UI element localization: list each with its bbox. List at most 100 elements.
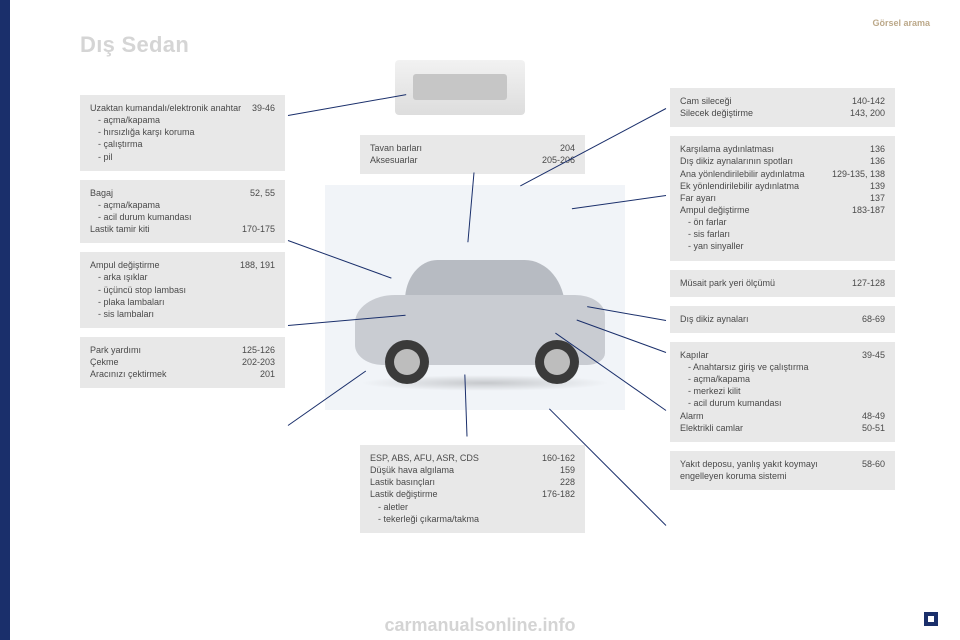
- info-row: Bagaj 52, 55: [90, 187, 275, 199]
- info-box: Ampul değiştirme 188, 191arka ışıklarüçü…: [80, 252, 285, 328]
- info-box: Karşılama aydınlatması 136 Dış dikiz ayn…: [670, 136, 895, 260]
- info-row: Far ayarı 137: [680, 192, 885, 204]
- info-row: Müsait park yeri ölçümü 127-128: [680, 277, 885, 289]
- info-label: Elektrikli camlar: [680, 422, 854, 434]
- page-ref: 176-182: [534, 488, 575, 500]
- info-subitem: yan sinyaller: [680, 240, 885, 252]
- page-ref: 52, 55: [242, 187, 275, 199]
- info-label: Far ayarı: [680, 192, 862, 204]
- info-label: Ampul değiştirme: [90, 259, 232, 271]
- page-ref: 201: [252, 368, 275, 380]
- info-row: Ek yönlendirilebilir aydınlatma 139: [680, 180, 885, 192]
- info-row: Lastik tamir kiti 170-175: [90, 223, 275, 235]
- page-ref: 188, 191: [232, 259, 275, 271]
- section-header: Görsel arama: [872, 18, 930, 28]
- info-label: Lastik basınçları: [370, 476, 552, 488]
- info-label: Dış dikiz aynaları: [680, 313, 854, 325]
- info-row: Dış dikiz aynaları 68-69: [680, 313, 885, 325]
- info-label: Ek yönlendirilebilir aydınlatma: [680, 180, 862, 192]
- info-box: Uzaktan kumandalı/elektronik anahtar 39-…: [80, 95, 285, 171]
- info-row: Düşük hava algılama 159: [370, 464, 575, 476]
- info-label: Çekme: [90, 356, 234, 368]
- info-subitem: acil durum kumandası: [90, 211, 275, 223]
- info-box: Cam sileceği 140-142 Silecek değiştirme …: [670, 88, 895, 127]
- info-subitem: merkezi kilit: [680, 385, 885, 397]
- info-subitem: acil durum kumandası: [680, 397, 885, 409]
- info-row: Dış dikiz aynalarının spotları 136: [680, 155, 885, 167]
- info-subitem: sis farları: [680, 228, 885, 240]
- info-label: Silecek değiştirme: [680, 107, 842, 119]
- page-ref: 137: [862, 192, 885, 204]
- info-label: Müsait park yeri ölçümü: [680, 277, 844, 289]
- info-label: Yakıt deposu, yanlış yakıt koymayı engel…: [680, 458, 854, 482]
- info-row: Lastik değiştirme 176-182: [370, 488, 575, 500]
- page-ref: 183-187: [844, 204, 885, 216]
- page-ref: 136: [862, 155, 885, 167]
- page-ref: 136: [862, 143, 885, 155]
- info-row: Çekme 202-203: [90, 356, 275, 368]
- info-subitem: açma/kapama: [90, 114, 275, 126]
- info-box: Kapılar 39-45Anahtarsız giriş ve çalıştı…: [670, 342, 895, 442]
- info-label: Ampul değiştirme: [680, 204, 844, 216]
- key-fob-image: [395, 60, 525, 115]
- page-ref: 228: [552, 476, 575, 488]
- info-box: Yakıt deposu, yanlış yakıt koymayı engel…: [670, 451, 895, 490]
- info-label: Lastik tamir kiti: [90, 223, 234, 235]
- info-subitem: pil: [90, 151, 275, 163]
- info-subitem: üçüncü stop lambası: [90, 284, 275, 296]
- info-subitem: hırsızlığa karşı koruma: [90, 126, 275, 138]
- info-row: Uzaktan kumandalı/elektronik anahtar 39-…: [90, 102, 275, 114]
- info-row: Yakıt deposu, yanlış yakıt koymayı engel…: [680, 458, 885, 482]
- car-illustration: [325, 185, 625, 410]
- info-subitem: ön farlar: [680, 216, 885, 228]
- info-box: Bagaj 52, 55açma/kapamaacil durum kumand…: [80, 180, 285, 244]
- page-ref: 39-45: [854, 349, 885, 361]
- info-row: Aracınızı çektirmek 201: [90, 368, 275, 380]
- info-row: Karşılama aydınlatması 136: [680, 143, 885, 155]
- info-subitem: plaka lambaları: [90, 296, 275, 308]
- left-column: Uzaktan kumandalı/elektronik anahtar 39-…: [80, 95, 285, 397]
- page-ref: 139: [862, 180, 885, 192]
- info-subitem: açma/kapama: [680, 373, 885, 385]
- info-label: Alarm: [680, 410, 854, 422]
- page-ref: 48-49: [854, 410, 885, 422]
- info-label: Bagaj: [90, 187, 242, 199]
- page-ref: 68-69: [854, 313, 885, 325]
- page-ref: 160-162: [534, 452, 575, 464]
- side-accent-strip: [0, 0, 10, 640]
- page-ref: 170-175: [234, 223, 275, 235]
- info-label: Dış dikiz aynalarının spotları: [680, 155, 862, 167]
- page-ref: 39-46: [244, 102, 275, 114]
- info-box: Müsait park yeri ölçümü 127-128: [670, 270, 895, 297]
- right-column: Cam sileceği 140-142 Silecek değiştirme …: [670, 88, 895, 499]
- info-label: Cam sileceği: [680, 95, 844, 107]
- page-ref: 143, 200: [842, 107, 885, 119]
- info-row: Elektrikli camlar 50-51: [680, 422, 885, 434]
- info-row: Ampul değiştirme 188, 191: [90, 259, 275, 271]
- page-ref: 125-126: [234, 344, 275, 356]
- info-subitem: sis lambaları: [90, 308, 275, 320]
- info-box: Dış dikiz aynaları 68-69: [670, 306, 895, 333]
- info-row: Ana yönlendirilebilir aydınlatma 129-135…: [680, 168, 885, 180]
- page-ref: 202-203: [234, 356, 275, 368]
- info-row: Ampul değiştirme 183-187: [680, 204, 885, 216]
- page-ref: 140-142: [844, 95, 885, 107]
- info-row: Silecek değiştirme 143, 200: [680, 107, 885, 119]
- info-label: Aksesuarlar: [370, 154, 534, 166]
- info-label: Aracınızı çektirmek: [90, 368, 252, 380]
- page-ref: 159: [552, 464, 575, 476]
- info-box: Park yardımı 125-126 Çekme 202-203 Aracı…: [80, 337, 285, 388]
- info-label: Ana yönlendirilebilir aydınlatma: [680, 168, 824, 180]
- info-label: Lastik değiştirme: [370, 488, 534, 500]
- info-row: Kapılar 39-45: [680, 349, 885, 361]
- page-ref: 204: [552, 142, 575, 154]
- info-row: ESP, ABS, AFU, ASR, CDS 160-162: [370, 452, 575, 464]
- info-subitem: arka ışıklar: [90, 271, 275, 283]
- page-ref: 129-135, 138: [824, 168, 885, 180]
- info-row: Park yardımı 125-126: [90, 344, 275, 356]
- info-row: Lastik basınçları 228: [370, 476, 575, 488]
- page-title: Dış Sedan: [80, 32, 189, 58]
- watermark: carmanualsonline.info: [0, 615, 960, 636]
- info-subitem: Anahtarsız giriş ve çalıştırma: [680, 361, 885, 373]
- page-ref: 58-60: [854, 458, 885, 482]
